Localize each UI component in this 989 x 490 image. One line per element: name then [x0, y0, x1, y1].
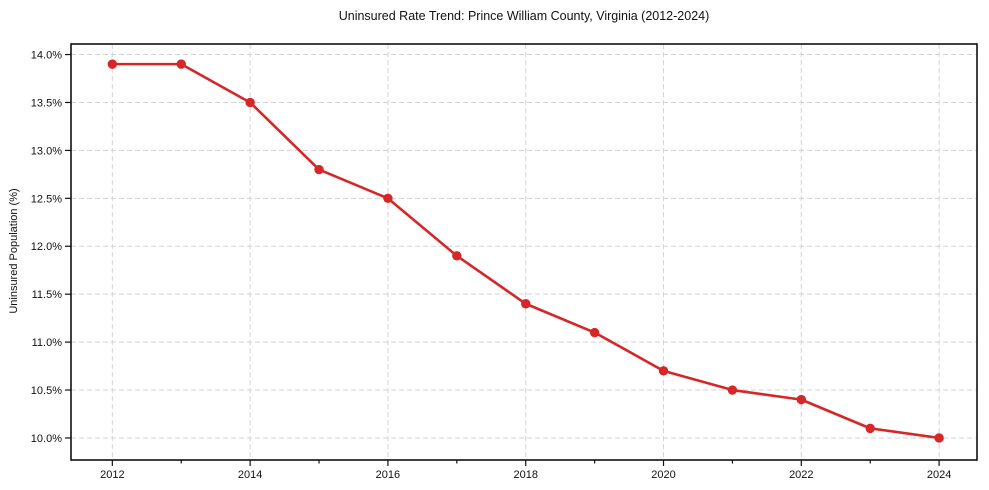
data-point [314, 164, 324, 175]
data-point [589, 327, 600, 338]
data-point [452, 251, 462, 261]
y-tick-label: 12.5% [31, 193, 62, 205]
x-tick-label: 2012 [100, 469, 124, 481]
data-point [176, 59, 186, 69]
x-tick-label: 2022 [789, 469, 813, 481]
x-tick-label: 2016 [376, 469, 400, 481]
data-point [727, 385, 738, 395]
y-tick-label: 11.0% [32, 337, 63, 349]
y-tick-label: 12.0% [31, 241, 62, 253]
data-point [934, 433, 944, 443]
y-tick-label: 13.5% [31, 97, 62, 109]
y-tick-label: 14.0% [31, 50, 62, 62]
y-tick-label: 11.5% [32, 289, 63, 301]
x-tick-label: 2014 [238, 469, 262, 481]
x-tick-label: 2018 [513, 469, 537, 481]
y-tick-label: 10.0% [31, 433, 62, 445]
data-point [521, 299, 531, 309]
data-point [107, 59, 118, 69]
data-point [865, 423, 875, 434]
data-point [383, 193, 393, 204]
y-tick-label: 13.0% [31, 145, 62, 157]
data-point [658, 366, 669, 376]
x-tick-label: 2024 [927, 469, 951, 481]
data-point [245, 97, 255, 108]
x-tick-label: 2020 [651, 469, 675, 481]
chart-title: Uninsured Rate Trend: Prince William Cou… [338, 9, 710, 23]
plot-frame [70, 43, 978, 461]
y-tick-label: 10.5% [31, 385, 62, 397]
data-point [796, 394, 807, 405]
